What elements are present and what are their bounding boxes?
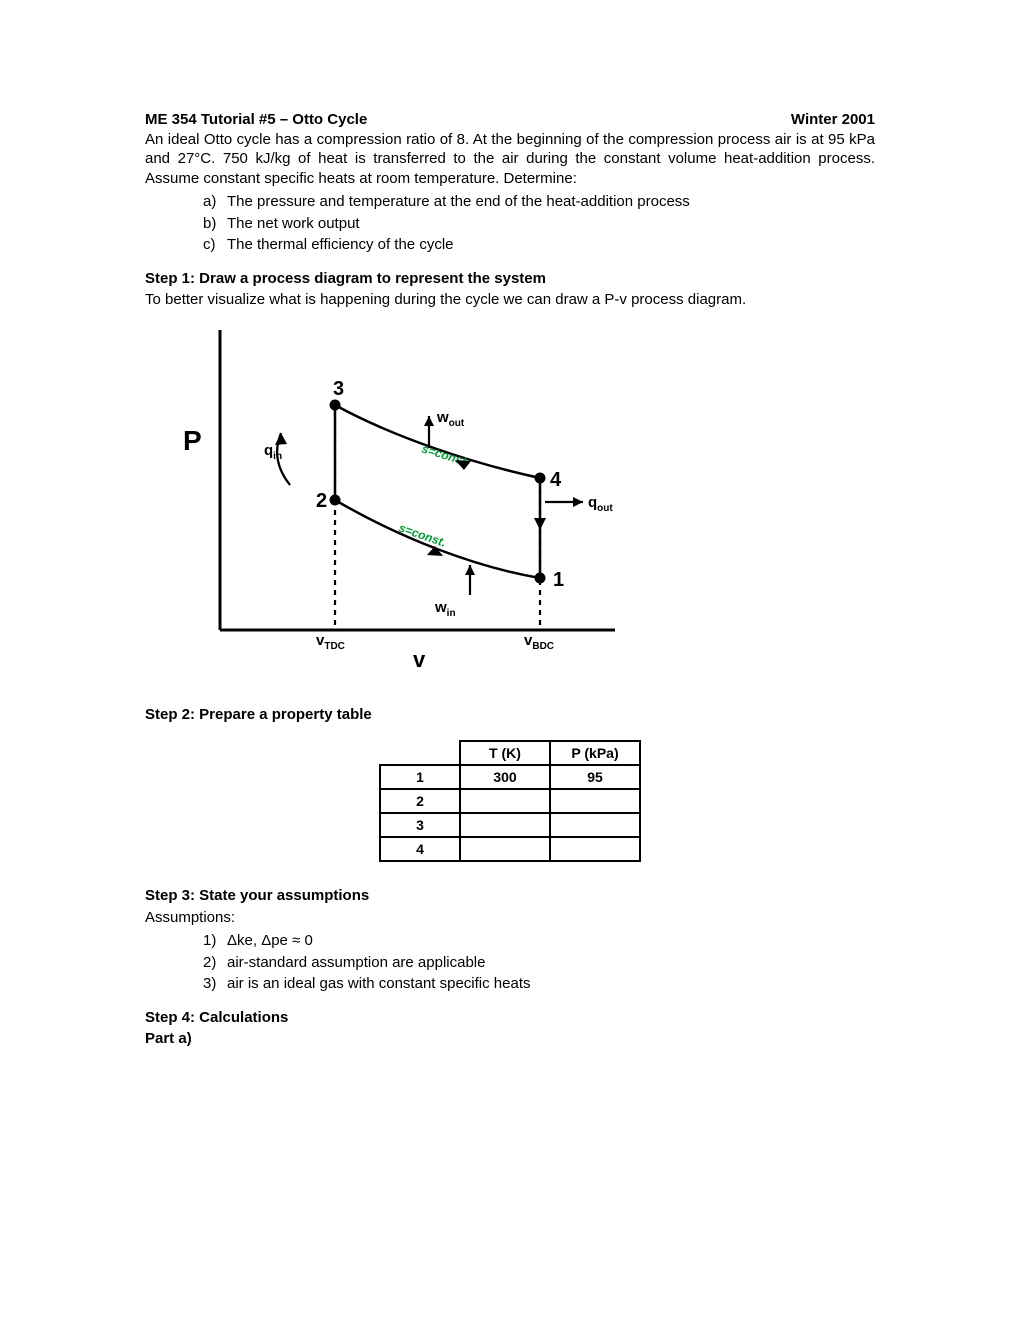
- svg-text:2: 2: [316, 490, 327, 512]
- step4-part: Part a): [145, 1029, 875, 1049]
- list-text: Δke, Δpe ≈ 0: [227, 931, 313, 951]
- list-label: a): [203, 192, 227, 212]
- svg-text:qout: qout: [588, 494, 613, 514]
- doc-title: ME 354 Tutorial #5 – Otto Cycle: [145, 110, 367, 130]
- list-text: The thermal efficiency of the cycle: [227, 235, 454, 255]
- doc-header: ME 354 Tutorial #5 – Otto Cycle Winter 2…: [145, 110, 875, 130]
- property-table: T (K) P (kPa) 1 300 95 2 3 4: [379, 740, 641, 863]
- svg-text:3: 3: [333, 378, 344, 400]
- step3-lead: Assumptions:: [145, 908, 875, 928]
- svg-text:vBDC: vBDC: [524, 632, 554, 652]
- step1-body: To better visualize what is happening du…: [145, 290, 875, 310]
- svg-text:4: 4: [550, 469, 562, 491]
- list-item: a) The pressure and temperature at the e…: [203, 192, 875, 212]
- svg-text:P: P: [183, 425, 202, 456]
- assumptions-list: 1) Δke, Δpe ≈ 0 2) air-standard assumpti…: [145, 931, 875, 994]
- table-row: 3: [380, 813, 640, 837]
- table-row: 1 300 95: [380, 765, 640, 789]
- step2-title: Step 2: Prepare a property table: [145, 705, 875, 725]
- intro-paragraph: An ideal Otto cycle has a compression ra…: [145, 130, 875, 189]
- svg-text:win: win: [434, 599, 456, 619]
- determine-list: a) The pressure and temperature at the e…: [145, 192, 875, 255]
- step4-title: Step 4: Calculations: [145, 1008, 875, 1028]
- list-label: b): [203, 214, 227, 234]
- list-text: air is an ideal gas with constant specif…: [227, 974, 531, 994]
- step3-title: Step 3: State your assumptions: [145, 886, 875, 906]
- table-row: 4: [380, 837, 640, 861]
- list-text: air-standard assumption are applicable: [227, 953, 485, 973]
- table-row: 2: [380, 789, 640, 813]
- list-label: 3): [203, 974, 227, 994]
- doc-term: Winter 2001: [791, 110, 875, 130]
- list-item: 1) Δke, Δpe ≈ 0: [203, 931, 875, 951]
- svg-text:1: 1: [553, 569, 564, 591]
- page: ME 354 Tutorial #5 – Otto Cycle Winter 2…: [0, 0, 1020, 1320]
- list-label: 1): [203, 931, 227, 951]
- list-item: 2) air-standard assumption are applicabl…: [203, 953, 875, 973]
- step1-title: Step 1: Draw a process diagram to repres…: [145, 269, 875, 289]
- list-label: c): [203, 235, 227, 255]
- list-item: 3) air is an ideal gas with constant spe…: [203, 974, 875, 994]
- list-text: The net work output: [227, 214, 360, 234]
- svg-text:v: v: [413, 647, 426, 670]
- pv-diagram: P v vTDC vBDC s=const. s=const.: [175, 320, 875, 676]
- list-label: 2): [203, 953, 227, 973]
- list-item: b) The net work output: [203, 214, 875, 234]
- list-text: The pressure and temperature at the end …: [227, 192, 690, 212]
- th-press: P (kPa): [550, 741, 640, 765]
- svg-text:s=const.: s=const.: [397, 520, 448, 549]
- svg-text:vTDC: vTDC: [316, 632, 345, 652]
- list-item: c) The thermal efficiency of the cycle: [203, 235, 875, 255]
- svg-text:wout: wout: [436, 409, 465, 429]
- svg-text:qin: qin: [264, 442, 282, 462]
- th-temp: T (K): [460, 741, 550, 765]
